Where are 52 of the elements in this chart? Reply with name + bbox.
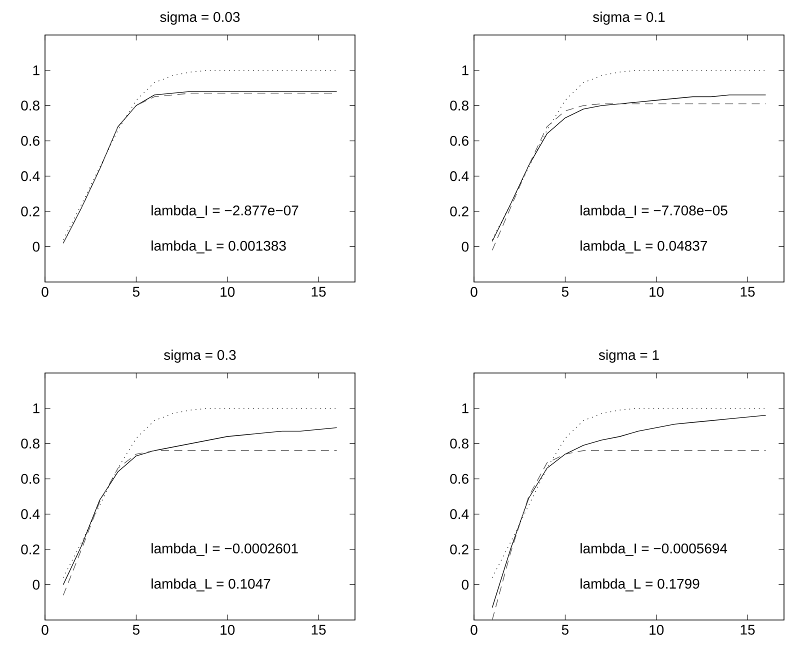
annotation: lambda_I = −2.877e−07	[152, 205, 298, 218]
y-tick-label: 0.2	[450, 206, 468, 216]
annotation: lambda_L = 0.1799	[580, 578, 700, 592]
y-tick-label: 0.6	[450, 474, 468, 484]
y-tick-label: 0.4	[21, 171, 40, 182]
chart-title: sigma = 0.1	[593, 12, 665, 25]
x-tick-label: 5	[132, 286, 140, 297]
y-tick-label: 0.4	[21, 509, 40, 520]
y-tick-label: 0	[462, 242, 469, 252]
x-tick-label: 15	[312, 624, 326, 635]
y-tick-label: 1	[462, 65, 468, 76]
x-tick-label: 15	[740, 286, 755, 297]
y-tick-label: 0.8	[450, 100, 468, 111]
x-tick-label: 10	[220, 286, 235, 297]
x-tick-label: 0	[42, 286, 48, 297]
x-tick-label: 15	[740, 624, 755, 635]
y-tick-label: 0.2	[21, 544, 40, 554]
y-tick-label: 0	[462, 580, 469, 590]
annotation: lambda_I = −0.0002601	[152, 543, 298, 556]
x-tick-label: 5	[562, 624, 568, 635]
annotation: lambda_L = 0.04837	[580, 240, 707, 254]
annotation: lambda_I = −7.708e−05	[580, 205, 728, 218]
chart-title: sigma = 1	[598, 350, 659, 363]
x-tick-label: 15	[312, 286, 326, 297]
y-tick-label: 0.2	[21, 206, 40, 216]
y-tick-label: 1	[462, 403, 468, 414]
y-tick-label: 0.2	[450, 544, 468, 554]
y-tick-label: 0.4	[450, 171, 469, 182]
x-tick-label: 5	[132, 624, 140, 635]
y-tick-label: 1	[33, 65, 40, 76]
x-tick-label: 5	[562, 286, 568, 297]
x-tick-label: 10	[220, 624, 235, 635]
x-tick-label: 10	[650, 624, 664, 635]
y-tick-label: 0.8	[450, 438, 468, 449]
y-tick-label: 0.6	[21, 136, 40, 146]
annotation: lambda_L = 0.1047	[152, 578, 270, 592]
chart-title: sigma = 0.3	[164, 350, 236, 363]
annotation: lambda_L = 0.001383	[152, 240, 286, 254]
x-tick-label: 10	[650, 286, 664, 297]
chart-title: sigma = 0.03	[160, 12, 240, 25]
y-tick-label: 0.8	[21, 100, 40, 111]
annotation: lambda_I = −0.0005694	[580, 543, 728, 556]
y-tick-label: 0	[32, 580, 40, 590]
y-tick-label: 1	[33, 403, 40, 414]
x-tick-label: 0	[42, 624, 48, 635]
y-tick-label: 0.4	[450, 509, 469, 520]
x-tick-label: 0	[470, 624, 478, 635]
y-tick-label: 0.6	[450, 136, 468, 146]
x-tick-label: 0	[470, 286, 478, 297]
y-tick-label: 0	[32, 242, 40, 252]
y-tick-label: 0.6	[21, 474, 40, 484]
y-tick-label: 0.8	[21, 438, 40, 449]
